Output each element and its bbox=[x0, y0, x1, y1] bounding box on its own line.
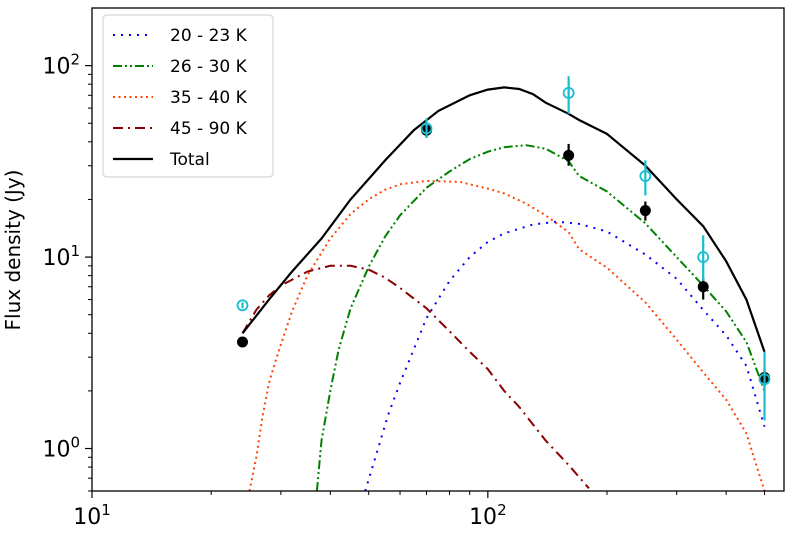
legend-label-4: Total bbox=[169, 150, 210, 170]
legend-frame bbox=[102, 14, 274, 178]
open-point bbox=[562, 87, 575, 99]
y-tick-label: 101 bbox=[42, 242, 80, 271]
legend-label-0: 20 - 23 K bbox=[170, 26, 248, 46]
x-tick-label: 102 bbox=[469, 501, 507, 530]
open-point bbox=[639, 170, 652, 182]
filled-point bbox=[237, 336, 249, 348]
filled-point bbox=[697, 281, 709, 293]
series-line-3 bbox=[241, 264, 590, 489]
series-line-1 bbox=[315, 144, 766, 491]
open-point bbox=[697, 251, 710, 263]
open-point bbox=[236, 299, 249, 312]
filled-point bbox=[639, 205, 651, 217]
plot-frame bbox=[91, 7, 785, 492]
open-point bbox=[420, 122, 433, 135]
y-tick-label: 102 bbox=[42, 51, 80, 80]
open-point bbox=[758, 373, 771, 386]
y-tick-label: 100 bbox=[42, 434, 80, 463]
y-axis-title: Flux density (Jy) bbox=[1, 170, 25, 331]
legend-label-2: 35 - 40 K bbox=[170, 88, 248, 108]
ticks-layer: 101 102 100 101 102 bbox=[42, 51, 766, 530]
x-tick-label: 101 bbox=[73, 501, 111, 530]
legend-label-1: 26 - 30 K bbox=[170, 57, 248, 77]
legend: 20 - 23 K 26 - 30 K 35 - 40 K 45 - 90 K Tota… bbox=[102, 14, 274, 178]
legend-label-3: 45 - 90 K bbox=[170, 119, 248, 139]
filled-point bbox=[563, 149, 575, 161]
series-line-4 bbox=[241, 86, 766, 353]
series-layer bbox=[241, 86, 766, 491]
points-layer bbox=[236, 76, 771, 421]
series-line-2 bbox=[248, 179, 766, 491]
